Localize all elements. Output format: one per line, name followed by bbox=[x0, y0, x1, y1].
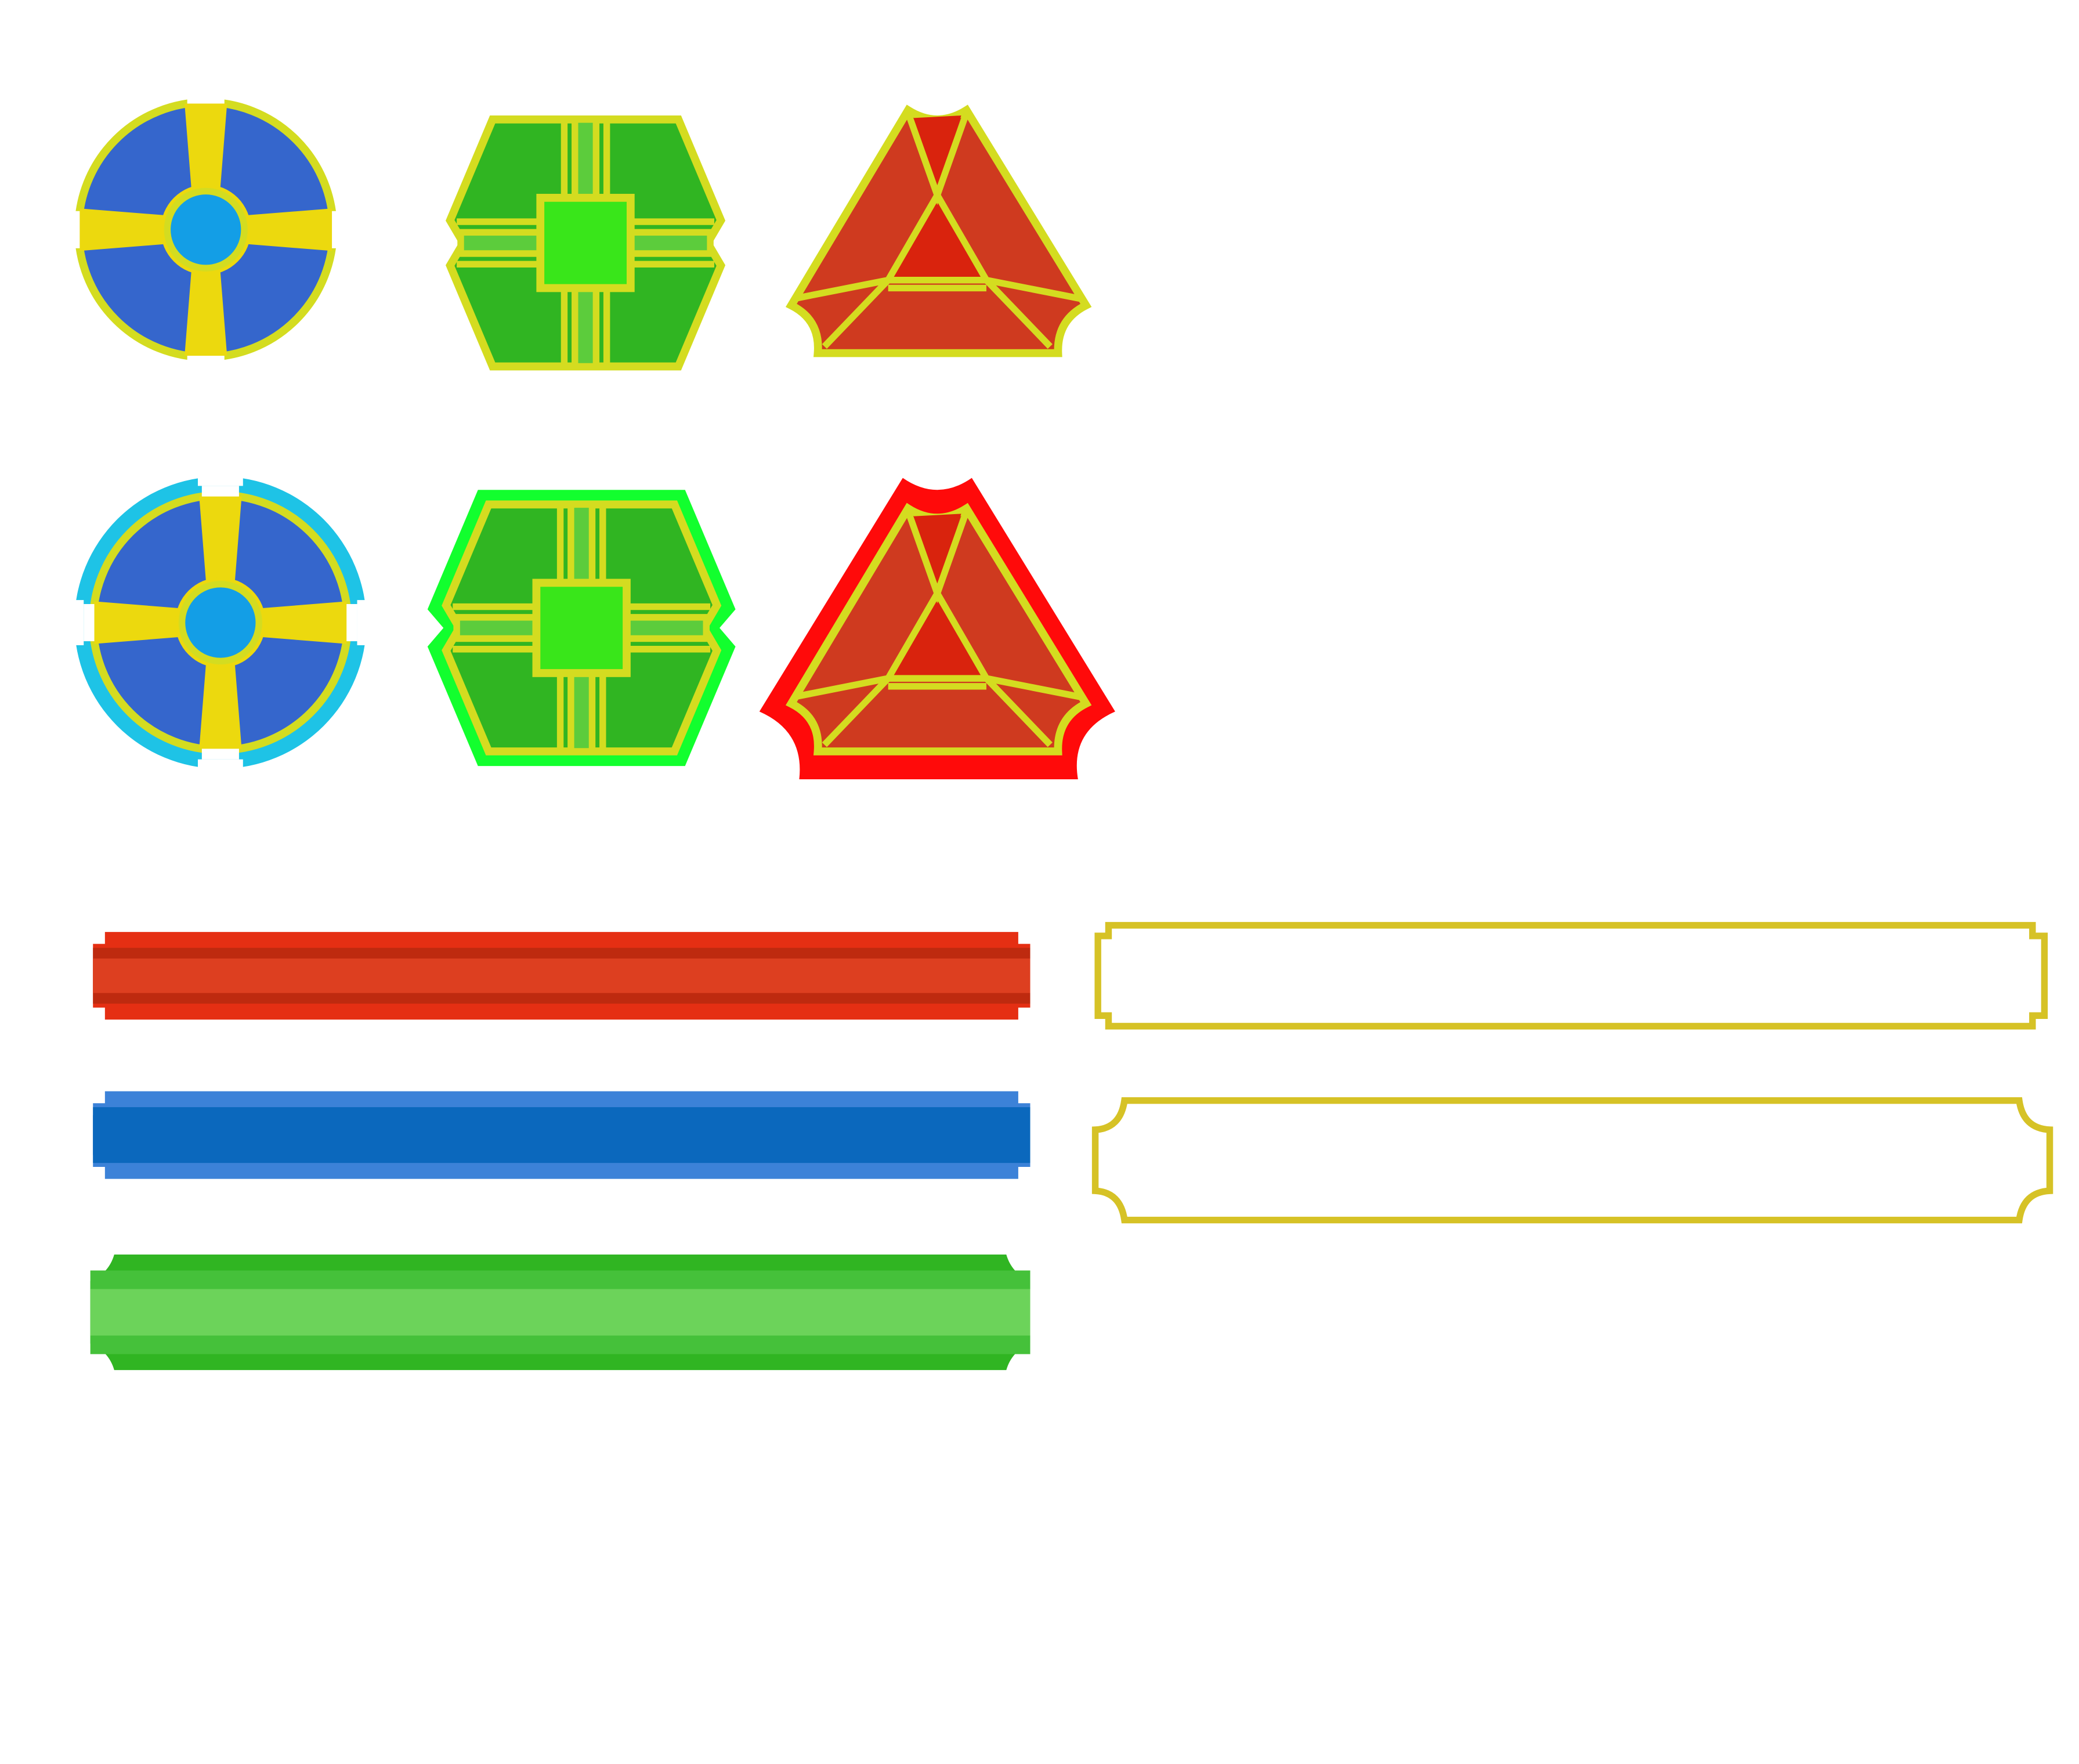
red-bar-band-core bbox=[93, 958, 1031, 993]
blue-bar bbox=[93, 1091, 1031, 1179]
triangle-gem-badge-selected[interactable] bbox=[759, 478, 1115, 779]
notch bbox=[197, 467, 243, 486]
green-bar-band-core bbox=[90, 1289, 1031, 1336]
round-shield-badge[interactable] bbox=[69, 93, 342, 366]
triangle-gem-badge[interactable] bbox=[791, 110, 1086, 353]
notch bbox=[197, 759, 243, 778]
round-shield-badge-selected[interactable] bbox=[65, 467, 376, 778]
round-shield-icon bbox=[69, 93, 342, 366]
hex-crate-icon bbox=[450, 120, 721, 367]
blue-bar-band-core bbox=[93, 1115, 1031, 1155]
notch bbox=[357, 600, 376, 645]
hex-crate-icon bbox=[446, 504, 717, 751]
triangle-gem-icon bbox=[791, 110, 1086, 353]
notch bbox=[65, 600, 84, 645]
hex-crate-badge-selected[interactable] bbox=[427, 490, 736, 767]
hex-crate-badge[interactable] bbox=[450, 120, 721, 367]
green-bar bbox=[90, 1255, 1031, 1371]
frame-rounded-bar bbox=[1091, 1097, 2053, 1224]
frame-notched-outline bbox=[1094, 921, 2048, 1030]
frame-notched-bar bbox=[1094, 921, 2048, 1030]
frame-rounded-outline bbox=[1091, 1097, 2053, 1224]
red-bar bbox=[93, 932, 1031, 1020]
triangle-gem-icon bbox=[791, 508, 1086, 751]
bars-panel bbox=[90, 932, 1031, 1371]
